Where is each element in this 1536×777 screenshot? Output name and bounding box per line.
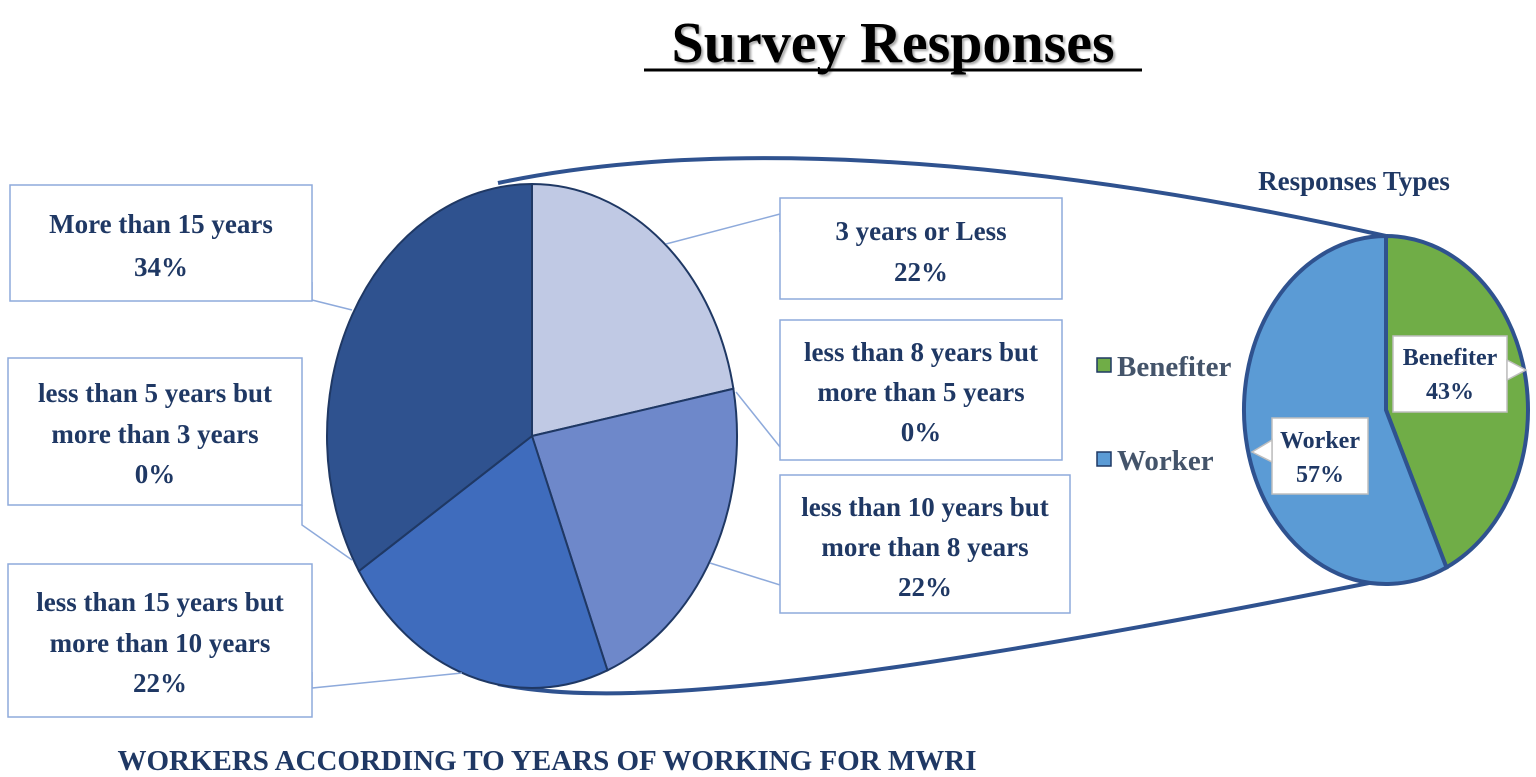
callout-label: more than 10 years [50,628,271,658]
pie-slice-less-than-10-years-but-more-than-8-years [530,387,738,672]
callout-value: 0% [135,459,176,489]
leader-line [665,213,781,245]
callout-box [1271,417,1369,495]
callouts: More than 15 years 34% less than 5 years… [7,184,1071,718]
leader-line [311,672,463,689]
callout-box [779,197,1063,300]
callout-value: 43% [1426,379,1474,405]
callout-box [9,184,313,302]
secondary-pie-title: Responses Types [1258,166,1450,196]
leader-line [311,282,353,311]
callout-pointer [1506,358,1528,382]
callout-value: 34% [134,252,188,282]
callout-value: 22% [898,572,952,602]
callout-box [1392,335,1508,413]
callout-label: More than 15 years [49,209,273,239]
callout-value: 22% [133,668,187,698]
pie-slice-less-than-15-years-but-more-than-10-years [357,434,609,689]
pie-slice-worker [1242,233,1449,586]
callout-label: less than 10 years but [801,492,1049,522]
callout-box [7,357,303,506]
callout-value: 0% [901,417,942,447]
legend-swatch-benefiter [1096,357,1112,373]
callout-label: more than 3 years [51,419,258,449]
callout-value: 57% [1296,462,1344,488]
callout-label: more than 8 years [821,532,1028,562]
main-pie [326,182,738,689]
connector-bottom [497,565,1449,696]
callout-label: less than 8 years but [804,337,1038,367]
callout-label: Worker [1280,428,1360,454]
chart-caption: WORKERS ACCORDING TO YEARS OF WORKING FO… [117,745,976,777]
chart-title: Survey Responses [671,10,1114,75]
pie-slice-3-years-or-less [531,182,735,438]
callout-pointer [1250,438,1273,464]
leader-line [301,505,353,561]
legend-label-benefiter: Benefiter [1117,351,1231,383]
callout-value: 22% [894,257,948,287]
callout-label: Benefiter [1403,345,1498,371]
legend-label-worker: Worker [1117,445,1214,477]
legend: Benefiter Worker [1096,351,1231,477]
callout-box [779,474,1071,614]
callout-label: more than 5 years [817,377,1024,407]
callout-label: less than 5 years but [38,378,272,408]
callout-box [779,319,1063,461]
leader-line [735,391,781,450]
legend-swatch-worker [1096,451,1112,467]
callout-label: less than 15 years but [36,587,284,617]
callout-label: 3 years or Less [835,216,1006,246]
pie-slice-more-than-15-years [326,182,533,573]
secondary-callouts: Benefiter 43% Worker 57% [1250,335,1528,495]
connector-top [497,156,1387,238]
leader-line [709,562,781,587]
callout-box [7,563,313,718]
